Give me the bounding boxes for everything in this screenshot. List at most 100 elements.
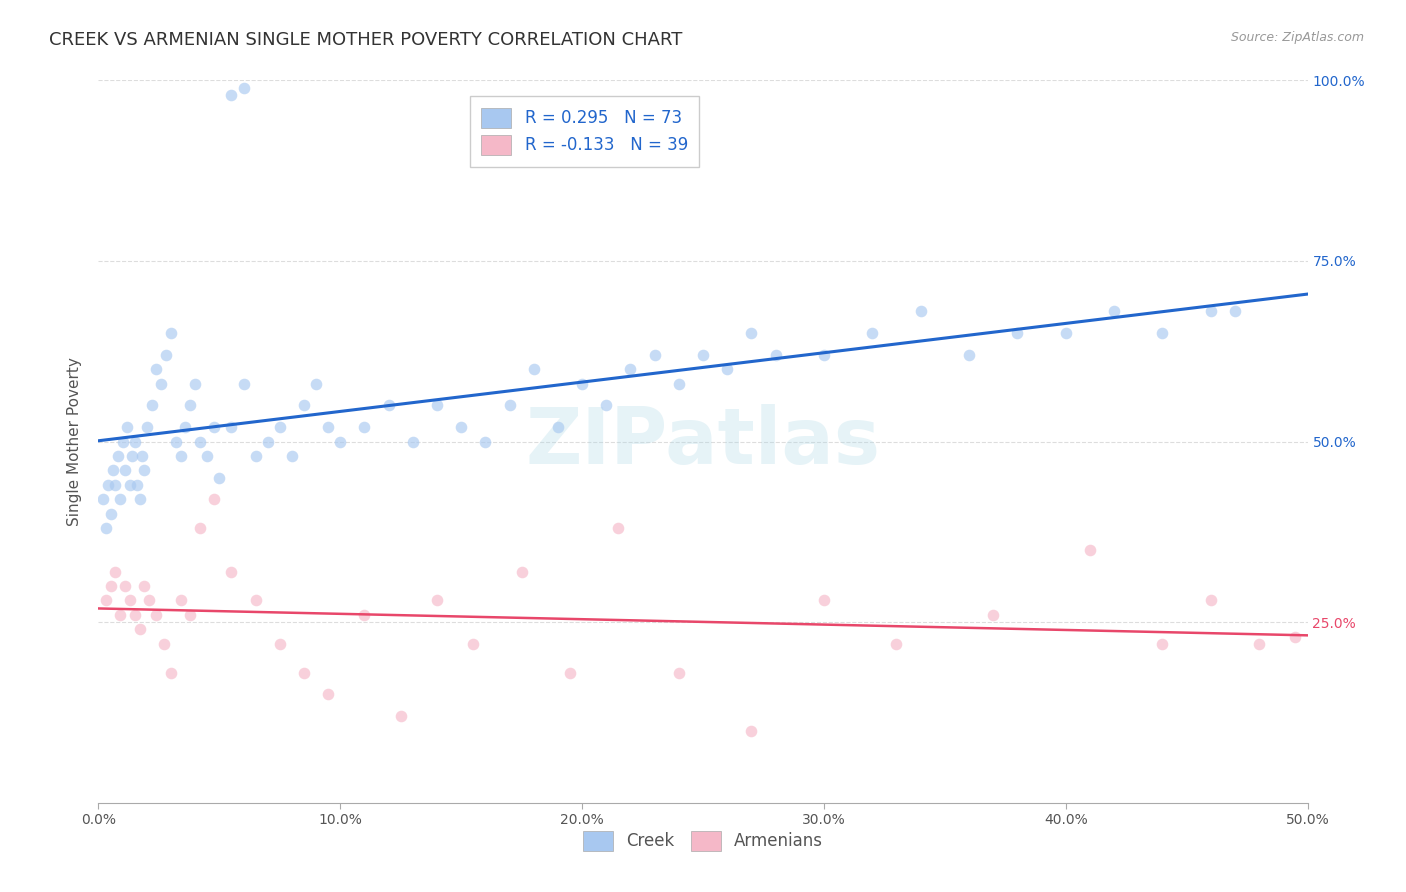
Point <box>474 434 496 449</box>
Point <box>1284 630 1306 644</box>
Point <box>813 348 835 362</box>
Point <box>886 637 908 651</box>
Point <box>100 507 122 521</box>
Point <box>316 687 339 701</box>
Point <box>169 449 191 463</box>
Point <box>813 593 835 607</box>
Point <box>221 565 243 579</box>
Point <box>184 376 207 391</box>
Point <box>1078 542 1101 557</box>
Point <box>204 420 226 434</box>
Point <box>498 398 520 412</box>
Point <box>426 593 449 607</box>
Point <box>117 420 139 434</box>
Point <box>463 637 485 651</box>
Point <box>155 348 177 362</box>
Point <box>124 607 146 622</box>
Point <box>910 304 932 318</box>
Point <box>1199 304 1222 318</box>
Point <box>571 376 593 391</box>
Point <box>269 637 291 651</box>
Point <box>402 434 425 449</box>
Point <box>329 434 352 449</box>
Point <box>644 348 666 362</box>
Point <box>108 607 131 622</box>
Point <box>232 376 254 391</box>
Point <box>353 420 375 434</box>
Point <box>100 579 122 593</box>
Point <box>152 637 174 651</box>
Point <box>595 398 617 412</box>
Point <box>104 478 127 492</box>
Point <box>141 398 163 412</box>
Point <box>716 362 738 376</box>
Point <box>510 565 533 579</box>
Point <box>160 665 183 680</box>
Point <box>389 709 412 723</box>
Point <box>426 398 449 412</box>
Point <box>111 434 134 449</box>
Point <box>269 420 291 434</box>
Point <box>204 492 226 507</box>
Point <box>118 593 141 607</box>
Point <box>128 492 150 507</box>
Point <box>245 449 267 463</box>
Point <box>150 376 173 391</box>
Point <box>179 398 201 412</box>
Point <box>104 565 127 579</box>
Point <box>692 348 714 362</box>
Point <box>316 420 339 434</box>
Point <box>1054 326 1077 340</box>
Point <box>377 398 399 412</box>
Point <box>134 463 156 477</box>
Point <box>221 420 243 434</box>
Point <box>1199 593 1222 607</box>
Point <box>221 87 243 102</box>
Point <box>145 607 167 622</box>
Point <box>165 434 187 449</box>
Point <box>174 420 197 434</box>
Point <box>1152 637 1174 651</box>
Point <box>523 362 546 376</box>
Point <box>353 607 375 622</box>
Point <box>860 326 883 340</box>
Point <box>134 579 156 593</box>
Point <box>188 521 211 535</box>
Point <box>179 607 201 622</box>
Point <box>740 723 762 738</box>
Point <box>957 348 980 362</box>
Point <box>668 376 690 391</box>
Point <box>160 326 183 340</box>
Point <box>765 348 787 362</box>
Y-axis label: Single Mother Poverty: Single Mother Poverty <box>67 357 83 526</box>
Point <box>208 470 231 484</box>
Point <box>1007 326 1029 340</box>
Point <box>138 593 160 607</box>
Point <box>195 449 218 463</box>
Point <box>1152 326 1174 340</box>
Legend: Creek, Armenians: Creek, Armenians <box>575 822 831 860</box>
Point <box>108 492 131 507</box>
Point <box>127 478 149 492</box>
Point <box>114 579 136 593</box>
Point <box>188 434 211 449</box>
Point <box>1102 304 1125 318</box>
Point <box>91 492 114 507</box>
Point <box>135 420 157 434</box>
Point <box>668 665 690 680</box>
Point <box>114 463 136 477</box>
Point <box>1223 304 1246 318</box>
Point <box>1249 637 1271 651</box>
Point <box>450 420 472 434</box>
Point <box>101 463 124 477</box>
Point <box>245 593 267 607</box>
Point <box>131 449 153 463</box>
Text: CREEK VS ARMENIAN SINGLE MOTHER POVERTY CORRELATION CHART: CREEK VS ARMENIAN SINGLE MOTHER POVERTY … <box>49 31 682 49</box>
Point <box>547 420 569 434</box>
Point <box>292 665 315 680</box>
Point <box>128 623 150 637</box>
Point <box>121 449 143 463</box>
Point <box>124 434 146 449</box>
Point <box>256 434 278 449</box>
Point <box>558 665 581 680</box>
